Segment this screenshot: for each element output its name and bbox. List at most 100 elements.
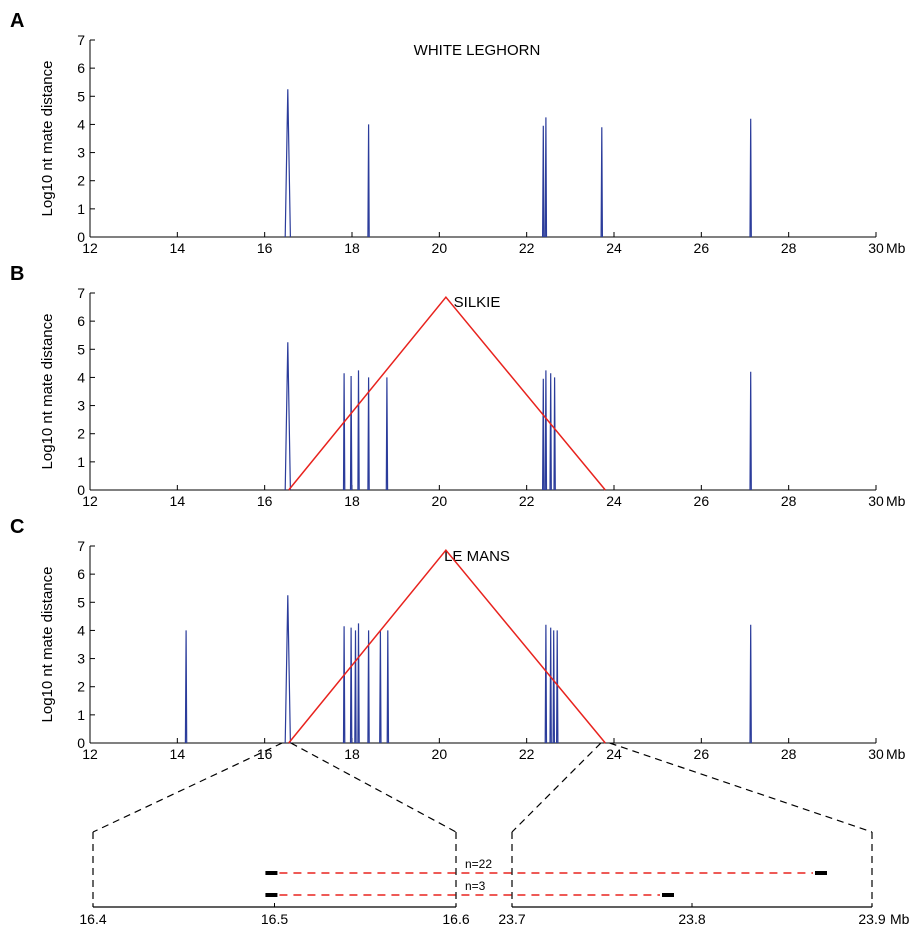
- read-pair-count: n=22: [465, 857, 492, 871]
- zoom-axis-unit: Mb: [890, 911, 910, 927]
- mate-distance-spike: [349, 375, 353, 491]
- mate-distance-spike: [555, 630, 559, 744]
- panel-label-c: C: [10, 516, 24, 538]
- y-tick-label: 5: [77, 594, 85, 610]
- x-tick-label: 18: [344, 746, 360, 762]
- y-tick-label: 2: [77, 173, 85, 189]
- y-tick-label: 4: [77, 116, 85, 132]
- mate-distance-spike: [385, 377, 389, 491]
- y-tick-label: 7: [77, 538, 85, 554]
- x-tick-label: 30: [868, 240, 884, 256]
- x-axis-unit: Mb: [886, 240, 906, 256]
- y-tick-label: 0: [77, 482, 85, 498]
- chart-title: LE MANS: [444, 548, 510, 565]
- zoom-tick-label: 23.9: [858, 911, 885, 927]
- mate-distance-spike: [342, 373, 346, 491]
- x-tick-label: 12: [82, 240, 98, 256]
- x-tick-label: 12: [82, 493, 98, 509]
- x-tick-label: 26: [694, 240, 710, 256]
- y-tick-label: 2: [77, 426, 85, 442]
- mate-distance-spike: [379, 630, 382, 744]
- mate-distance-spike: [357, 370, 360, 491]
- y-tick-label: 6: [77, 60, 85, 76]
- x-tick-label: 28: [781, 746, 797, 762]
- x-tick-label: 16: [257, 493, 273, 509]
- zoom-tick-label: 16.5: [261, 911, 288, 927]
- y-tick-label: 6: [77, 566, 85, 582]
- y-tick-label: 1: [77, 707, 85, 723]
- x-tick-label: 20: [432, 240, 448, 256]
- y-axis-label: Log10 nt mate distance: [39, 567, 56, 723]
- zoom-tick-label: 16.4: [79, 911, 106, 927]
- y-axis-label: Log10 nt mate distance: [39, 314, 56, 470]
- x-tick-label: 18: [344, 240, 360, 256]
- mate-distance-spike: [284, 595, 291, 744]
- mate-distance-spike: [357, 623, 360, 744]
- y-tick-label: 3: [77, 651, 85, 667]
- zoom-connector-right: [511, 742, 602, 833]
- x-tick-label: 24: [606, 493, 622, 509]
- mate-distance-spike: [342, 626, 346, 744]
- mate-distance-spike: [367, 124, 370, 238]
- mate-distance-spike: [367, 630, 370, 744]
- x-tick-label: 20: [432, 746, 448, 762]
- x-tick-label: 22: [519, 240, 535, 256]
- inversion-line: [288, 549, 606, 744]
- y-tick-label: 6: [77, 313, 85, 329]
- mate-distance-spike: [749, 371, 752, 491]
- mate-distance-spike: [284, 342, 291, 491]
- x-tick-label: 24: [606, 746, 622, 762]
- mate-distance-spike: [184, 630, 188, 744]
- mate-distance-spike: [549, 627, 552, 744]
- y-tick-label: 3: [77, 145, 85, 161]
- mate-distance-spike: [367, 377, 370, 491]
- mate-distance-spike: [541, 125, 545, 238]
- chart-title: WHITE LEGHORN: [414, 42, 541, 59]
- y-tick-label: 3: [77, 398, 85, 414]
- x-tick-label: 14: [170, 240, 186, 256]
- x-tick-label: 26: [694, 746, 710, 762]
- panel-label-b: B: [10, 263, 24, 285]
- mate-distance-spike: [544, 117, 548, 238]
- mate-distance-spike: [284, 89, 291, 238]
- panel-label-a: A: [10, 10, 24, 32]
- mate-distance-spike: [600, 127, 604, 238]
- mate-distance-spike: [354, 630, 357, 744]
- zoom-tick-label: 16.6: [442, 911, 469, 927]
- y-tick-label: 1: [77, 201, 85, 217]
- y-tick-label: 4: [77, 622, 85, 638]
- zoom-connector-left: [290, 742, 457, 833]
- y-tick-label: 7: [77, 285, 85, 301]
- x-axis-unit: Mb: [886, 746, 906, 762]
- x-tick-label: 16: [257, 746, 273, 762]
- x-tick-label: 16: [257, 240, 273, 256]
- x-tick-label: 18: [344, 493, 360, 509]
- y-tick-label: 2: [77, 679, 85, 695]
- zoom-connector-left: [92, 742, 283, 833]
- x-tick-label: 12: [82, 746, 98, 762]
- x-tick-label: 28: [781, 493, 797, 509]
- x-tick-label: 14: [170, 746, 186, 762]
- chart-title: SILKIE: [454, 294, 501, 311]
- x-tick-label: 22: [519, 746, 535, 762]
- mate-distance-spike: [541, 378, 545, 491]
- zoom-tick-label: 23.8: [678, 911, 705, 927]
- zoom-connector-right: [609, 742, 873, 833]
- mate-distance-spike: [553, 377, 556, 491]
- x-tick-label: 24: [606, 240, 622, 256]
- y-tick-label: 4: [77, 369, 85, 385]
- mate-distance-spike: [749, 624, 752, 744]
- read-pair-count: n=3: [465, 879, 486, 893]
- mate-distance-spike: [544, 370, 548, 491]
- y-tick-label: 7: [77, 32, 85, 48]
- x-tick-label: 20: [432, 493, 448, 509]
- y-tick-label: 0: [77, 229, 85, 245]
- mate-distance-spike: [386, 630, 390, 744]
- x-tick-label: 26: [694, 493, 710, 509]
- mate-distance-spike: [549, 373, 552, 491]
- x-tick-label: 14: [170, 493, 186, 509]
- zoom-tick-label: 23.7: [498, 911, 525, 927]
- x-tick-label: 30: [868, 746, 884, 762]
- mate-distance-spike: [349, 627, 353, 744]
